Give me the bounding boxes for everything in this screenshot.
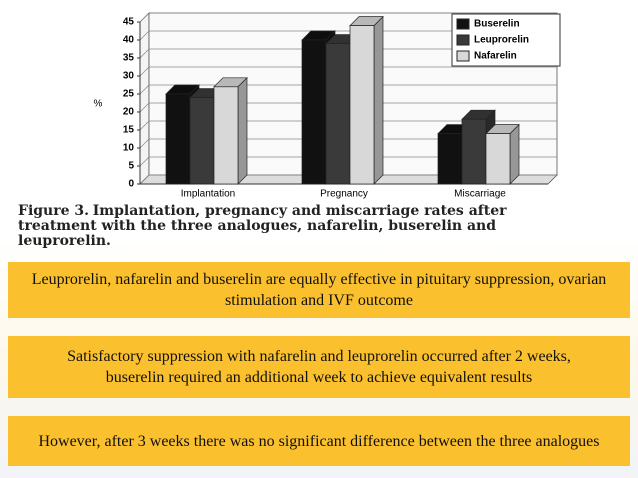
legend-label: Nafarelin — [474, 51, 517, 62]
caption-text: Implantation, pregnancy and miscarriage … — [18, 203, 507, 249]
legend-box — [451, 13, 561, 67]
x-tick-label: Miscarriage — [454, 189, 506, 200]
grid-line — [139, 66, 557, 77]
y-tick-label: 0 — [128, 179, 134, 190]
text-box: However, after 3 weeks there was no sign… — [8, 416, 630, 466]
y-tick-label: 25 — [123, 89, 135, 100]
bar-side — [373, 15, 384, 185]
chart: 0 5 10 15 20 25 30 35 40 45% Implantation Pregnancy… — [94, 12, 561, 200]
bar — [349, 25, 375, 185]
legend-label: Buserelin — [474, 19, 520, 30]
bar — [301, 39, 327, 185]
text-box: Leuprorelin, nafarelin and buserelin are… — [8, 262, 630, 318]
x-tick-label: Pregnancy — [320, 189, 368, 200]
bar — [325, 43, 351, 185]
legend-swatch — [456, 18, 470, 30]
x-tick-label: Implantation — [181, 189, 235, 200]
y-tick-label: 20 — [123, 107, 135, 118]
y-tick-label: 10 — [123, 143, 135, 154]
box-text: Satisfactory suppression with nafarelin … — [67, 348, 571, 386]
grid-line — [139, 138, 557, 149]
legend-label: Leuprorelin — [474, 35, 529, 46]
figure-caption: Figure 3. Implantation, pregnancy and mi… — [18, 204, 578, 249]
box-text: However, after 3 weeks there was no sign… — [38, 432, 600, 450]
y-tick-label: 15 — [123, 125, 135, 136]
bar — [213, 86, 239, 185]
bar — [165, 93, 191, 185]
grid-line — [139, 30, 557, 41]
grid-line — [139, 174, 557, 185]
grid-line — [139, 12, 557, 23]
bar — [189, 97, 215, 185]
text-box: Satisfactory suppression with nafarelin … — [8, 336, 630, 398]
legend-swatch — [456, 50, 470, 62]
bar — [485, 133, 511, 185]
grid-line — [139, 48, 557, 59]
y-tick-label: 45 — [123, 17, 135, 28]
y-tick-label: 5 — [128, 161, 134, 172]
grid-line — [139, 102, 557, 113]
bar — [437, 133, 463, 185]
caption-label: Figure 3. — [18, 203, 89, 219]
grid-line — [139, 84, 557, 95]
y-tick-label: 30 — [123, 71, 135, 82]
y-tick-label: 35 — [123, 53, 135, 64]
y-tick-label: 40 — [123, 35, 135, 46]
bar-side — [237, 76, 248, 185]
box-text: Leuprorelin, nafarelin and buserelin are… — [31, 271, 607, 309]
grid-line — [139, 120, 557, 131]
bar-side — [509, 123, 520, 185]
legend-swatch — [456, 34, 470, 46]
bar — [461, 118, 487, 185]
y-axis-label: % — [94, 99, 103, 110]
grid-line — [139, 156, 557, 167]
